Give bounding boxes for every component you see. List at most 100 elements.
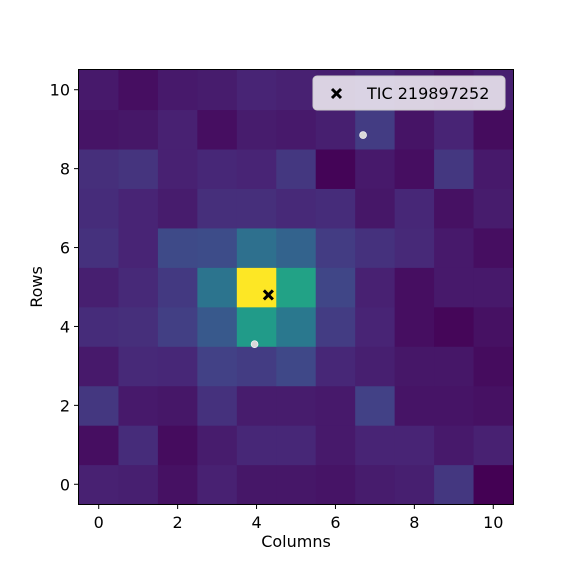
heatmap-cell bbox=[197, 227, 238, 268]
heatmap-cell bbox=[236, 464, 277, 505]
heatmap-cell bbox=[236, 227, 277, 268]
heatmap-cell bbox=[236, 109, 277, 150]
heatmap-cell bbox=[197, 464, 238, 505]
heatmap-cell bbox=[197, 188, 238, 229]
heatmap-cell bbox=[473, 109, 514, 150]
heatmap-cell bbox=[394, 188, 435, 229]
heatmap-cell bbox=[355, 425, 396, 466]
heatmap-cell bbox=[197, 425, 238, 466]
heatmap-cell bbox=[315, 109, 356, 150]
heatmap-cell bbox=[197, 70, 238, 111]
heatmap-cell bbox=[79, 346, 120, 387]
heatmap-cell bbox=[118, 227, 159, 268]
heatmap-cell bbox=[434, 385, 475, 426]
heatmap-cell bbox=[118, 385, 159, 426]
y-axis: 0 2 4 6 8 10 bbox=[50, 81, 79, 494]
heatmap-cell bbox=[157, 188, 198, 229]
heatmap-cell bbox=[473, 267, 514, 308]
heatmap-cell bbox=[276, 306, 317, 347]
heatmap-cell bbox=[394, 464, 435, 505]
y-tick-label: 2 bbox=[60, 396, 70, 415]
heatmap-cell bbox=[434, 346, 475, 387]
heatmap-cell bbox=[118, 267, 159, 308]
heatmap-cell bbox=[315, 385, 356, 426]
heatmap-cell bbox=[473, 385, 514, 426]
heatmap-cell bbox=[355, 109, 396, 150]
x-tick-label: 4 bbox=[251, 513, 261, 532]
heatmap-cell bbox=[157, 267, 198, 308]
heatmap-cell bbox=[434, 148, 475, 189]
heatmap-cell bbox=[473, 188, 514, 229]
heatmap-cell bbox=[315, 148, 356, 189]
heatmap-cell bbox=[394, 267, 435, 308]
heatmap-cell bbox=[355, 227, 396, 268]
heatmap-cell bbox=[355, 188, 396, 229]
heatmap-cell bbox=[236, 148, 277, 189]
heatmap-cell bbox=[118, 109, 159, 150]
heatmap-cell bbox=[236, 385, 277, 426]
heatmap-cell bbox=[315, 464, 356, 505]
heatmap-cell bbox=[355, 267, 396, 308]
heatmap-cell bbox=[473, 464, 514, 505]
y-tick-label: 0 bbox=[60, 475, 70, 494]
heatmap-cell bbox=[118, 148, 159, 189]
legend-target-icon bbox=[330, 87, 343, 100]
heatmap-cell bbox=[118, 464, 159, 505]
heatmap-cell bbox=[118, 70, 159, 111]
heatmap-cell bbox=[157, 306, 198, 347]
heatmap-cell bbox=[79, 148, 120, 189]
heatmap-cell bbox=[157, 425, 198, 466]
heatmap-cell bbox=[394, 425, 435, 466]
y-axis-label: Rows bbox=[27, 266, 46, 308]
heatmap-cell bbox=[276, 464, 317, 505]
heatmap-cell bbox=[315, 267, 356, 308]
heatmap-cell bbox=[473, 227, 514, 268]
y-tick-label: 8 bbox=[60, 160, 70, 179]
heatmap-cell bbox=[315, 227, 356, 268]
heatmap-cell bbox=[355, 385, 396, 426]
heatmap-cell bbox=[157, 70, 198, 111]
heatmap-cell bbox=[157, 385, 198, 426]
heatmap-cell bbox=[434, 464, 475, 505]
heatmap-cell bbox=[473, 425, 514, 466]
heatmap-cell bbox=[394, 109, 435, 150]
heatmap-cell bbox=[79, 70, 120, 111]
heatmap-cell bbox=[236, 267, 277, 308]
heatmap-cell bbox=[157, 227, 198, 268]
legend-box bbox=[312, 75, 506, 111]
heatmap-cell bbox=[434, 425, 475, 466]
x-tick-label: 8 bbox=[409, 513, 419, 532]
heatmap-cell bbox=[236, 425, 277, 466]
x-tick-label: 2 bbox=[173, 513, 183, 532]
heatmap-cell bbox=[79, 188, 120, 229]
heatmap-cell bbox=[434, 306, 475, 347]
heatmap-cell bbox=[355, 306, 396, 347]
heatmap-cell bbox=[79, 464, 120, 505]
heatmap-cell bbox=[197, 385, 238, 426]
heatmap-cell bbox=[118, 346, 159, 387]
heatmap-cell bbox=[157, 346, 198, 387]
heatmap-cell bbox=[276, 425, 317, 466]
target-marker bbox=[262, 289, 274, 301]
heatmap-cell bbox=[236, 346, 277, 387]
heatmap-cell bbox=[79, 227, 120, 268]
heatmap-cell bbox=[276, 267, 317, 308]
heatmap-cell bbox=[118, 188, 159, 229]
heatmap-cell bbox=[276, 385, 317, 426]
heatmap-cell bbox=[118, 425, 159, 466]
heatmap-cell bbox=[394, 148, 435, 189]
heatmap-cell bbox=[434, 267, 475, 308]
heatmap-cell bbox=[276, 70, 317, 111]
heatmap-cell bbox=[157, 109, 198, 150]
heatmap-cell bbox=[394, 385, 435, 426]
y-tick-label: 6 bbox=[60, 239, 70, 258]
heatmap-cell bbox=[118, 306, 159, 347]
x-tick-label: 10 bbox=[483, 513, 503, 532]
y-tick-label: 10 bbox=[50, 81, 70, 100]
plot-frame bbox=[78, 69, 514, 505]
heatmap-cell bbox=[473, 306, 514, 347]
legend: TIC 219897252 bbox=[312, 75, 506, 111]
heatmap-cell bbox=[355, 464, 396, 505]
heatmap-cell bbox=[276, 227, 317, 268]
